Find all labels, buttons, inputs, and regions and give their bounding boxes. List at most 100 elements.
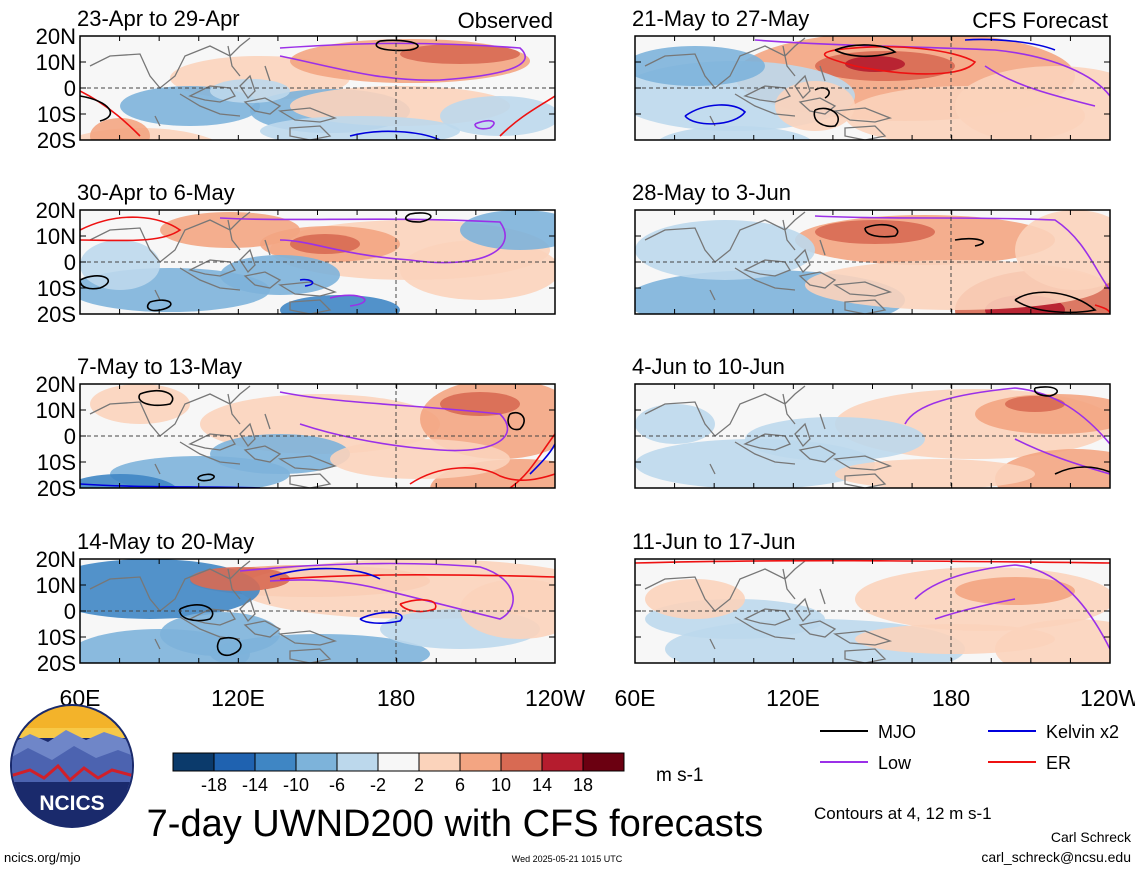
x-axis-labels: 60E 120E 180 120W 60E 120E 180 120W — [60, 685, 1135, 711]
shading-region — [260, 116, 460, 140]
shading-region — [440, 96, 555, 136]
legend-label: Kelvin x2 — [1046, 722, 1119, 742]
shading-region — [635, 404, 715, 444]
contour-note: Contours at 4, 12 m s-1 — [814, 804, 992, 823]
shading-region — [460, 210, 555, 250]
shading-region — [280, 295, 400, 314]
footer-timestamp: Wed 2025-05-21 1015 UTC — [512, 854, 623, 864]
coastline — [89, 385, 338, 488]
x-tick-label: 60E — [615, 685, 656, 711]
colorbar-swatch — [295, 752, 338, 772]
y-tick-label: 10S — [37, 450, 76, 475]
x-tick-label: 120W — [525, 685, 585, 711]
shading-region — [220, 255, 340, 295]
colorbar-tick-label: 2 — [414, 775, 424, 795]
legend-label: ER — [1046, 753, 1071, 773]
contour-line — [279, 42, 526, 81]
shading-region — [400, 44, 520, 64]
colorbar-tick-label: -6 — [329, 775, 345, 795]
contour-line — [179, 604, 242, 657]
map-panel-8: 11-Jun to 17-Jun — [632, 529, 1111, 664]
y-tick-label: 20S — [37, 651, 76, 676]
contour-line — [684, 38, 1056, 125]
colorbar-swatch — [459, 752, 502, 772]
contour-line — [375, 39, 419, 52]
map-panel-6: 28-May to 3-Jun — [632, 180, 1111, 315]
y-tick-label: 20S — [37, 476, 76, 501]
colorbar-tick-label: -2 — [370, 775, 386, 795]
contour-line — [279, 574, 555, 613]
observed-header: Observed — [458, 8, 553, 33]
contour-line — [635, 559, 1110, 564]
x-tick-label: 180 — [377, 685, 415, 711]
shading-region — [855, 624, 1055, 654]
y-tick-label: 20N — [36, 372, 76, 397]
colorbar: -18 -14 -10 -6 -2 2 6 10 14 18 — [172, 752, 625, 795]
contour-line — [269, 567, 403, 624]
contour-line — [279, 391, 509, 452]
y-tick-label: 20N — [36, 547, 76, 572]
shading-region — [80, 474, 178, 488]
y-tick-label: 0 — [64, 250, 76, 275]
y-tick-label: 10S — [37, 625, 76, 650]
y-tick-label: 20N — [36, 198, 76, 223]
coastline — [644, 385, 893, 488]
coastline — [89, 37, 338, 140]
y-tick-label: 0 — [64, 424, 76, 449]
contour-line — [474, 119, 495, 130]
contour-line — [80, 275, 172, 312]
y-tick-label: 20S — [37, 128, 76, 153]
colorbar-tick-label: 14 — [532, 775, 552, 795]
panel-date-label: 28-May to 3-Jun — [632, 180, 791, 205]
shading-region — [90, 384, 190, 424]
forecast-header: CFS Forecast — [972, 8, 1108, 33]
legend: MJO Kelvin x2 Low ER — [820, 722, 1119, 773]
x-tick-label: 180 — [932, 685, 970, 711]
colorbar-swatch — [500, 752, 543, 772]
contour-line — [80, 95, 112, 122]
panel-date-label: 21-May to 27-May — [632, 6, 809, 31]
contour-line — [239, 562, 514, 620]
shading-region — [90, 118, 150, 140]
y-tick-label: 0 — [64, 599, 76, 624]
legend-label: MJO — [878, 722, 916, 742]
shading-region — [658, 126, 812, 140]
shading-region — [845, 56, 905, 72]
contour-line — [823, 46, 977, 75]
shading-region — [400, 240, 555, 300]
coastline — [89, 560, 338, 663]
colorbar-units: m s-1 — [656, 765, 704, 786]
shading-region — [645, 579, 745, 619]
y-tick-label: 10N — [36, 573, 76, 598]
coastline — [644, 211, 893, 314]
contour-line — [329, 294, 366, 307]
shading-region — [460, 579, 555, 639]
contour-line — [197, 473, 215, 482]
contour-line — [80, 90, 555, 137]
colorbar-tick-label: -10 — [283, 775, 309, 795]
contour-line — [813, 44, 897, 128]
shading-region — [835, 459, 1035, 488]
colorbar-tick-label: -18 — [201, 775, 227, 795]
panel-date-label: 11-Jun to 17-Jun — [632, 529, 795, 554]
x-tick-label: 120E — [211, 685, 265, 711]
colorbar-tick-label: 6 — [455, 775, 465, 795]
contour-line — [349, 130, 441, 140]
shading-region — [330, 439, 510, 479]
footer-url: ncics.org/mjo — [4, 850, 81, 865]
shading-region — [1015, 210, 1110, 290]
shading-region — [775, 81, 855, 131]
y-tick-label: 10N — [36, 50, 76, 75]
shading-region — [290, 234, 360, 254]
shading-region — [955, 577, 1075, 605]
shading-region — [745, 417, 925, 461]
panel-date-label: 7-May to 13-May — [77, 354, 242, 379]
ncics-logo: NCICS — [10, 704, 134, 828]
shading-region — [190, 567, 290, 591]
